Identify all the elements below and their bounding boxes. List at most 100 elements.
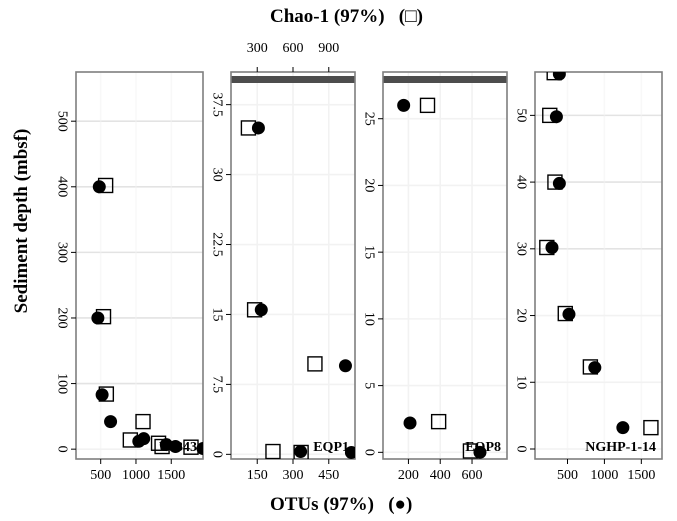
data-marks (91, 177, 203, 456)
top-axis-title-text: Chao-1 (97%) (270, 6, 385, 27)
y-tick-label: 500 (55, 111, 70, 132)
y-tick-label: 0 (55, 446, 70, 453)
chao1-square-point (293, 444, 309, 459)
otu-circle-point (552, 176, 566, 190)
otu-circle-point (137, 432, 151, 446)
otu-circle-point (95, 388, 109, 402)
y-tick-label: 15 (210, 307, 225, 321)
chao1-square-point (462, 443, 479, 459)
otu-circle-point (562, 307, 576, 321)
chao1-square-point (307, 356, 323, 372)
panel-background (76, 72, 203, 459)
chao1-square-point (430, 413, 447, 430)
x-tick-label: 450 (318, 468, 339, 483)
y-tick-label: 30 (210, 168, 225, 182)
chao1-square-point (582, 359, 599, 375)
circle-marker-legend: (●) (388, 494, 413, 515)
y-tick-label: 0 (514, 445, 529, 452)
otu-circle-point (251, 121, 265, 135)
top-axis-title: Chao-1 (97%) (□) (270, 6, 423, 28)
panel-eqp8: 0510152025200400600EQP8 (362, 71, 508, 483)
otu-circle-point (545, 240, 559, 254)
panel-frame (382, 71, 508, 460)
otu-circle-point (104, 415, 118, 429)
chao1-square-point (547, 174, 563, 190)
panel-nghp-1-14: 0 10 20 30 40 50 500 1000 1500 NGHP-1-14 (514, 71, 663, 483)
top-x-tick-label: 600 (283, 41, 304, 56)
site-label: EQP1 (313, 440, 349, 455)
chao1-square-point (557, 305, 573, 322)
y-tick-label: 0 (362, 449, 377, 456)
otu-circle-point (338, 359, 352, 373)
panel-u1343: 010020030040050050010001500U1343 (55, 71, 204, 483)
chao1-square-point (154, 438, 170, 455)
bottom-axis-title-text: OTUs (97%) (270, 494, 374, 515)
chao1-square-point (643, 419, 659, 436)
chao1-square-point (265, 443, 281, 459)
x-tick-label: 150 (247, 468, 268, 483)
otu-circle-point (403, 416, 417, 430)
y-tick-label: 10 (514, 375, 529, 389)
y-tick-label: 25 (362, 112, 377, 126)
y-tick-label: 15 (362, 245, 377, 259)
y-tick-label: 50 (514, 108, 529, 122)
y-tick-label: 300 (55, 242, 70, 263)
site-label: NGHP-1-14 (585, 440, 656, 455)
y-tick-label: 0 (210, 451, 225, 458)
otu-circle-point (473, 445, 487, 459)
square-marker-legend: (□) (398, 6, 423, 27)
chao1-square-point (539, 239, 555, 256)
top-x-tick-label: 300 (247, 41, 268, 56)
x-tick-label: 300 (283, 468, 304, 483)
chao1-square-point (95, 308, 112, 325)
otu-circle-point (588, 361, 602, 375)
panel-frame (75, 71, 204, 460)
otu-circle-point (552, 72, 566, 81)
otu-circle-point (294, 445, 308, 459)
otu-circle-point (616, 421, 630, 435)
chao1-square-point (135, 413, 151, 430)
y-tick-label: 20 (514, 309, 529, 323)
y-tick-label: 40 (514, 175, 529, 189)
data-marks (397, 97, 487, 459)
otu-circle-point (397, 98, 411, 112)
bottom-axis-title: OTUs (97%) (●) (270, 494, 412, 516)
x-tick-label: 1500 (627, 468, 655, 483)
y-tick-label: 10 (362, 312, 377, 326)
chao1-square-point (97, 177, 114, 194)
data-marks (539, 72, 659, 436)
y-tick-label: 7.5 (210, 376, 225, 394)
surface-bar (383, 76, 507, 83)
otu-circle-point (91, 311, 105, 325)
chao1-square-point (98, 386, 115, 402)
chao1-square-point (240, 120, 257, 136)
chao1-square-point (183, 439, 199, 455)
y-tick-label: 200 (55, 307, 70, 328)
x-tick-label: 500 (557, 468, 578, 483)
panel-frame (534, 71, 663, 460)
chao1-square-point (150, 435, 167, 451)
x-tick-label: 500 (90, 468, 111, 483)
y-tick-label: 30 (514, 242, 529, 256)
chao1-square-point (122, 432, 139, 448)
x-tick-label: 1000 (122, 468, 150, 483)
chao1-square-point (246, 302, 263, 318)
x-tick-label: 400 (430, 468, 451, 483)
panel-eqp1: 0 7.5 15 22.5 30 37.5 150 300 450 300 600 900 EQP1 (210, 41, 356, 483)
chao1-square-point (542, 107, 558, 124)
x-tick-label: 200 (398, 468, 419, 483)
y-tick-label: 400 (55, 176, 70, 197)
chao1-square-point (546, 72, 562, 81)
y-tick-label: 37.5 (210, 92, 225, 117)
otu-circle-point (344, 445, 355, 459)
x-tick-label: 1000 (590, 468, 618, 483)
x-tick-label: 1500 (157, 468, 185, 483)
data-marks (240, 120, 355, 459)
y-tick-label: 20 (362, 178, 377, 192)
panel-background (535, 72, 662, 459)
y-tick-label: 22.5 (210, 232, 225, 257)
x-tick-label: 600 (462, 468, 483, 483)
chao1-square-point (419, 97, 436, 114)
y-tick-label: 5 (362, 382, 377, 389)
